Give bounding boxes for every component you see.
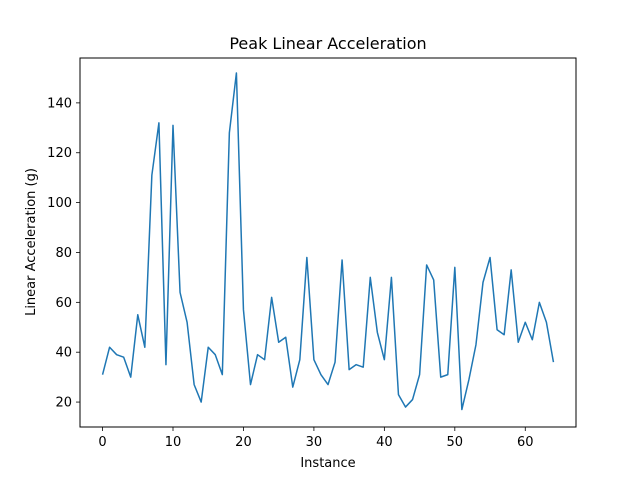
x-tick-label: 20: [235, 435, 252, 450]
x-tick-label: 50: [447, 435, 464, 450]
x-tick-label: 30: [306, 435, 323, 450]
chart-title: Peak Linear Acceleration: [229, 34, 426, 53]
y-axis-label: Linear Acceleration (g): [24, 168, 39, 316]
y-tick-label: 140: [47, 96, 72, 111]
series-line-0: [101, 72, 555, 411]
x-axis-label: Instance: [300, 456, 355, 471]
x-tick-label: 40: [376, 435, 393, 450]
plot-frame: [79, 57, 577, 428]
y-axis-ticks: 20 40 60 80 100 120 140: [47, 96, 80, 411]
plot-area: 0 10 20 30 40 50 60 20 40 60 80 100 120 140: [47, 57, 577, 450]
series-layer: [101, 72, 555, 411]
y-tick-label: 60: [55, 296, 72, 311]
y-tick-label: 40: [55, 346, 72, 361]
x-axis-ticks: 0 10 20 30 40 50 60: [98, 427, 534, 450]
x-tick-label: 10: [165, 435, 182, 450]
x-tick-label: 0: [98, 435, 106, 450]
y-tick-label: 100: [47, 196, 72, 211]
x-tick-label: 60: [517, 435, 534, 450]
y-tick-label: 120: [47, 146, 72, 161]
y-tick-label: 20: [55, 396, 72, 411]
y-tick-label: 80: [55, 246, 72, 261]
